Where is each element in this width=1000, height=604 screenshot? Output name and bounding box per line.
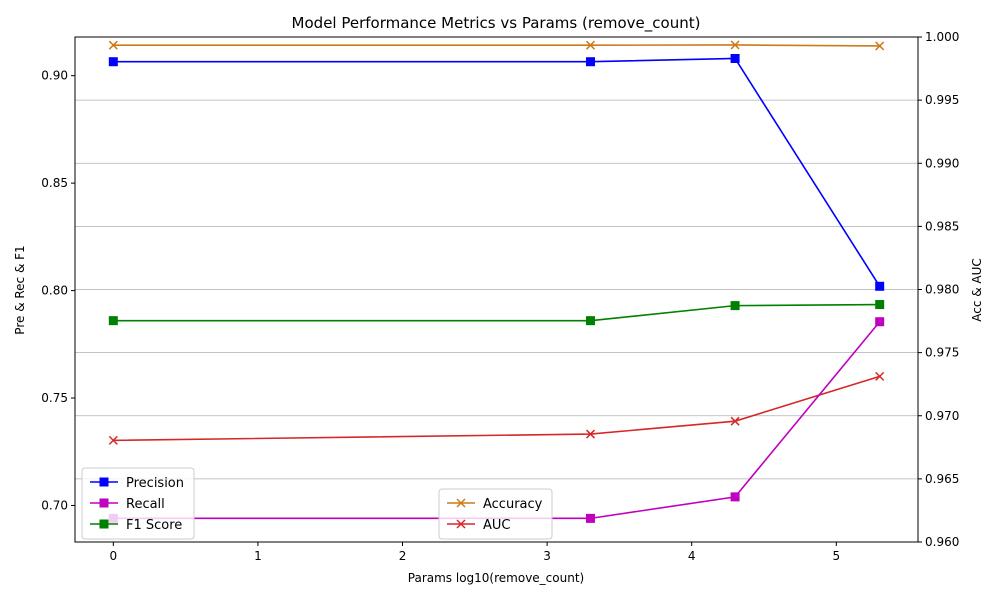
legend-left: Precision Recall F1 Score [81, 467, 195, 540]
precision-point [585, 57, 595, 67]
precision-line [113, 57, 881, 287]
y-left-tick-label: 0.80 [41, 284, 68, 298]
x-axis: 0 1 2 3 4 5 [109, 542, 840, 563]
chart-title: Model Performance Metrics vs Params (rem… [292, 14, 701, 33]
legend-box [438, 488, 553, 540]
recall-line [113, 321, 881, 520]
legend-swatch-marker [99, 477, 109, 487]
legend-label: Precision [126, 476, 184, 491]
series-auc [108, 371, 885, 445]
y-axis-left-label: Pre & Rec & F1 [13, 245, 27, 334]
series-precision [108, 53, 885, 291]
y-right-tick-label: 0.980 [925, 283, 959, 297]
y-right-tick-label: 1.000 [925, 30, 959, 44]
y-axis-right: 0.960 0.965 0.970 0.975 0.980 0.985 0.990 0.995… [918, 30, 959, 549]
legend-label: Accuracy [483, 497, 543, 512]
auc-point [730, 416, 740, 426]
recall-point [875, 317, 885, 327]
f1-score-point [585, 316, 595, 326]
recall-point [730, 492, 740, 502]
x-tick-label: 5 [832, 549, 840, 563]
accuracy-point [585, 40, 596, 50]
legend-label: AUC [483, 518, 511, 533]
legend-right: Accuracy AUC [438, 488, 553, 540]
y-left-tick-label: 0.85 [41, 176, 68, 190]
legend-swatch-marker [456, 498, 466, 508]
f1-score-point [730, 301, 740, 311]
legend-box [81, 467, 195, 540]
y-right-tick-label: 0.995 [925, 93, 959, 107]
y-right-tick-label: 0.975 [925, 346, 959, 360]
accuracy-point [875, 41, 885, 51]
series-f1-score [108, 300, 885, 326]
accuracy-point [730, 40, 740, 50]
legend-swatch-marker [99, 519, 109, 529]
series-layer [108, 40, 885, 523]
y-right-tick-label: 0.990 [925, 156, 959, 170]
y-right-tick-label: 0.970 [925, 409, 959, 423]
x-tick-label: 2 [399, 549, 407, 563]
legend-item-accuracy: Accuracy [447, 497, 543, 512]
precision-point [108, 57, 118, 67]
x-tick-label: 4 [688, 549, 696, 563]
legend-swatch-marker [99, 498, 109, 508]
series-accuracy [108, 40, 885, 51]
auc-point [108, 435, 118, 445]
auc-line [113, 375, 880, 442]
recall-point [585, 513, 595, 523]
legend-label: F1 Score [126, 518, 182, 533]
y-left-tick-label: 0.70 [41, 498, 68, 512]
x-tick-label: 3 [543, 549, 551, 563]
f1-score-point [108, 316, 118, 326]
f1-score-point [875, 300, 885, 310]
x-tick-label: 0 [109, 549, 117, 563]
y-right-tick-label: 0.985 [925, 219, 959, 233]
legend-item-f1-score: F1 Score [90, 518, 182, 533]
x-axis-label: Params log10(remove_count) [408, 571, 584, 585]
y-right-tick-label: 0.965 [925, 472, 959, 486]
x-tick-label: 1 [254, 549, 262, 563]
legend-item-auc: AUC [447, 518, 511, 533]
precision-point [730, 53, 740, 63]
precision-point [875, 281, 885, 291]
auc-point [585, 429, 596, 439]
y-axis-right-label: Acc & AUC [970, 258, 984, 322]
y-left-tick-label: 0.75 [41, 391, 68, 405]
accuracy-point [108, 40, 118, 50]
legend-item-recall: Recall [90, 497, 165, 512]
legend-label: Recall [126, 497, 165, 512]
f1-score-line [113, 303, 880, 322]
y-right-tick-label: 0.960 [925, 535, 959, 549]
auc-point [875, 371, 885, 381]
y-axis-left: 0.70 0.75 0.80 0.85 0.90 [41, 69, 75, 512]
legend-swatch-marker [456, 519, 466, 529]
y-left-tick-label: 0.90 [41, 69, 68, 83]
grid [75, 36, 918, 543]
legend-item-precision: Precision [90, 476, 184, 491]
accuracy-line [113, 44, 880, 47]
